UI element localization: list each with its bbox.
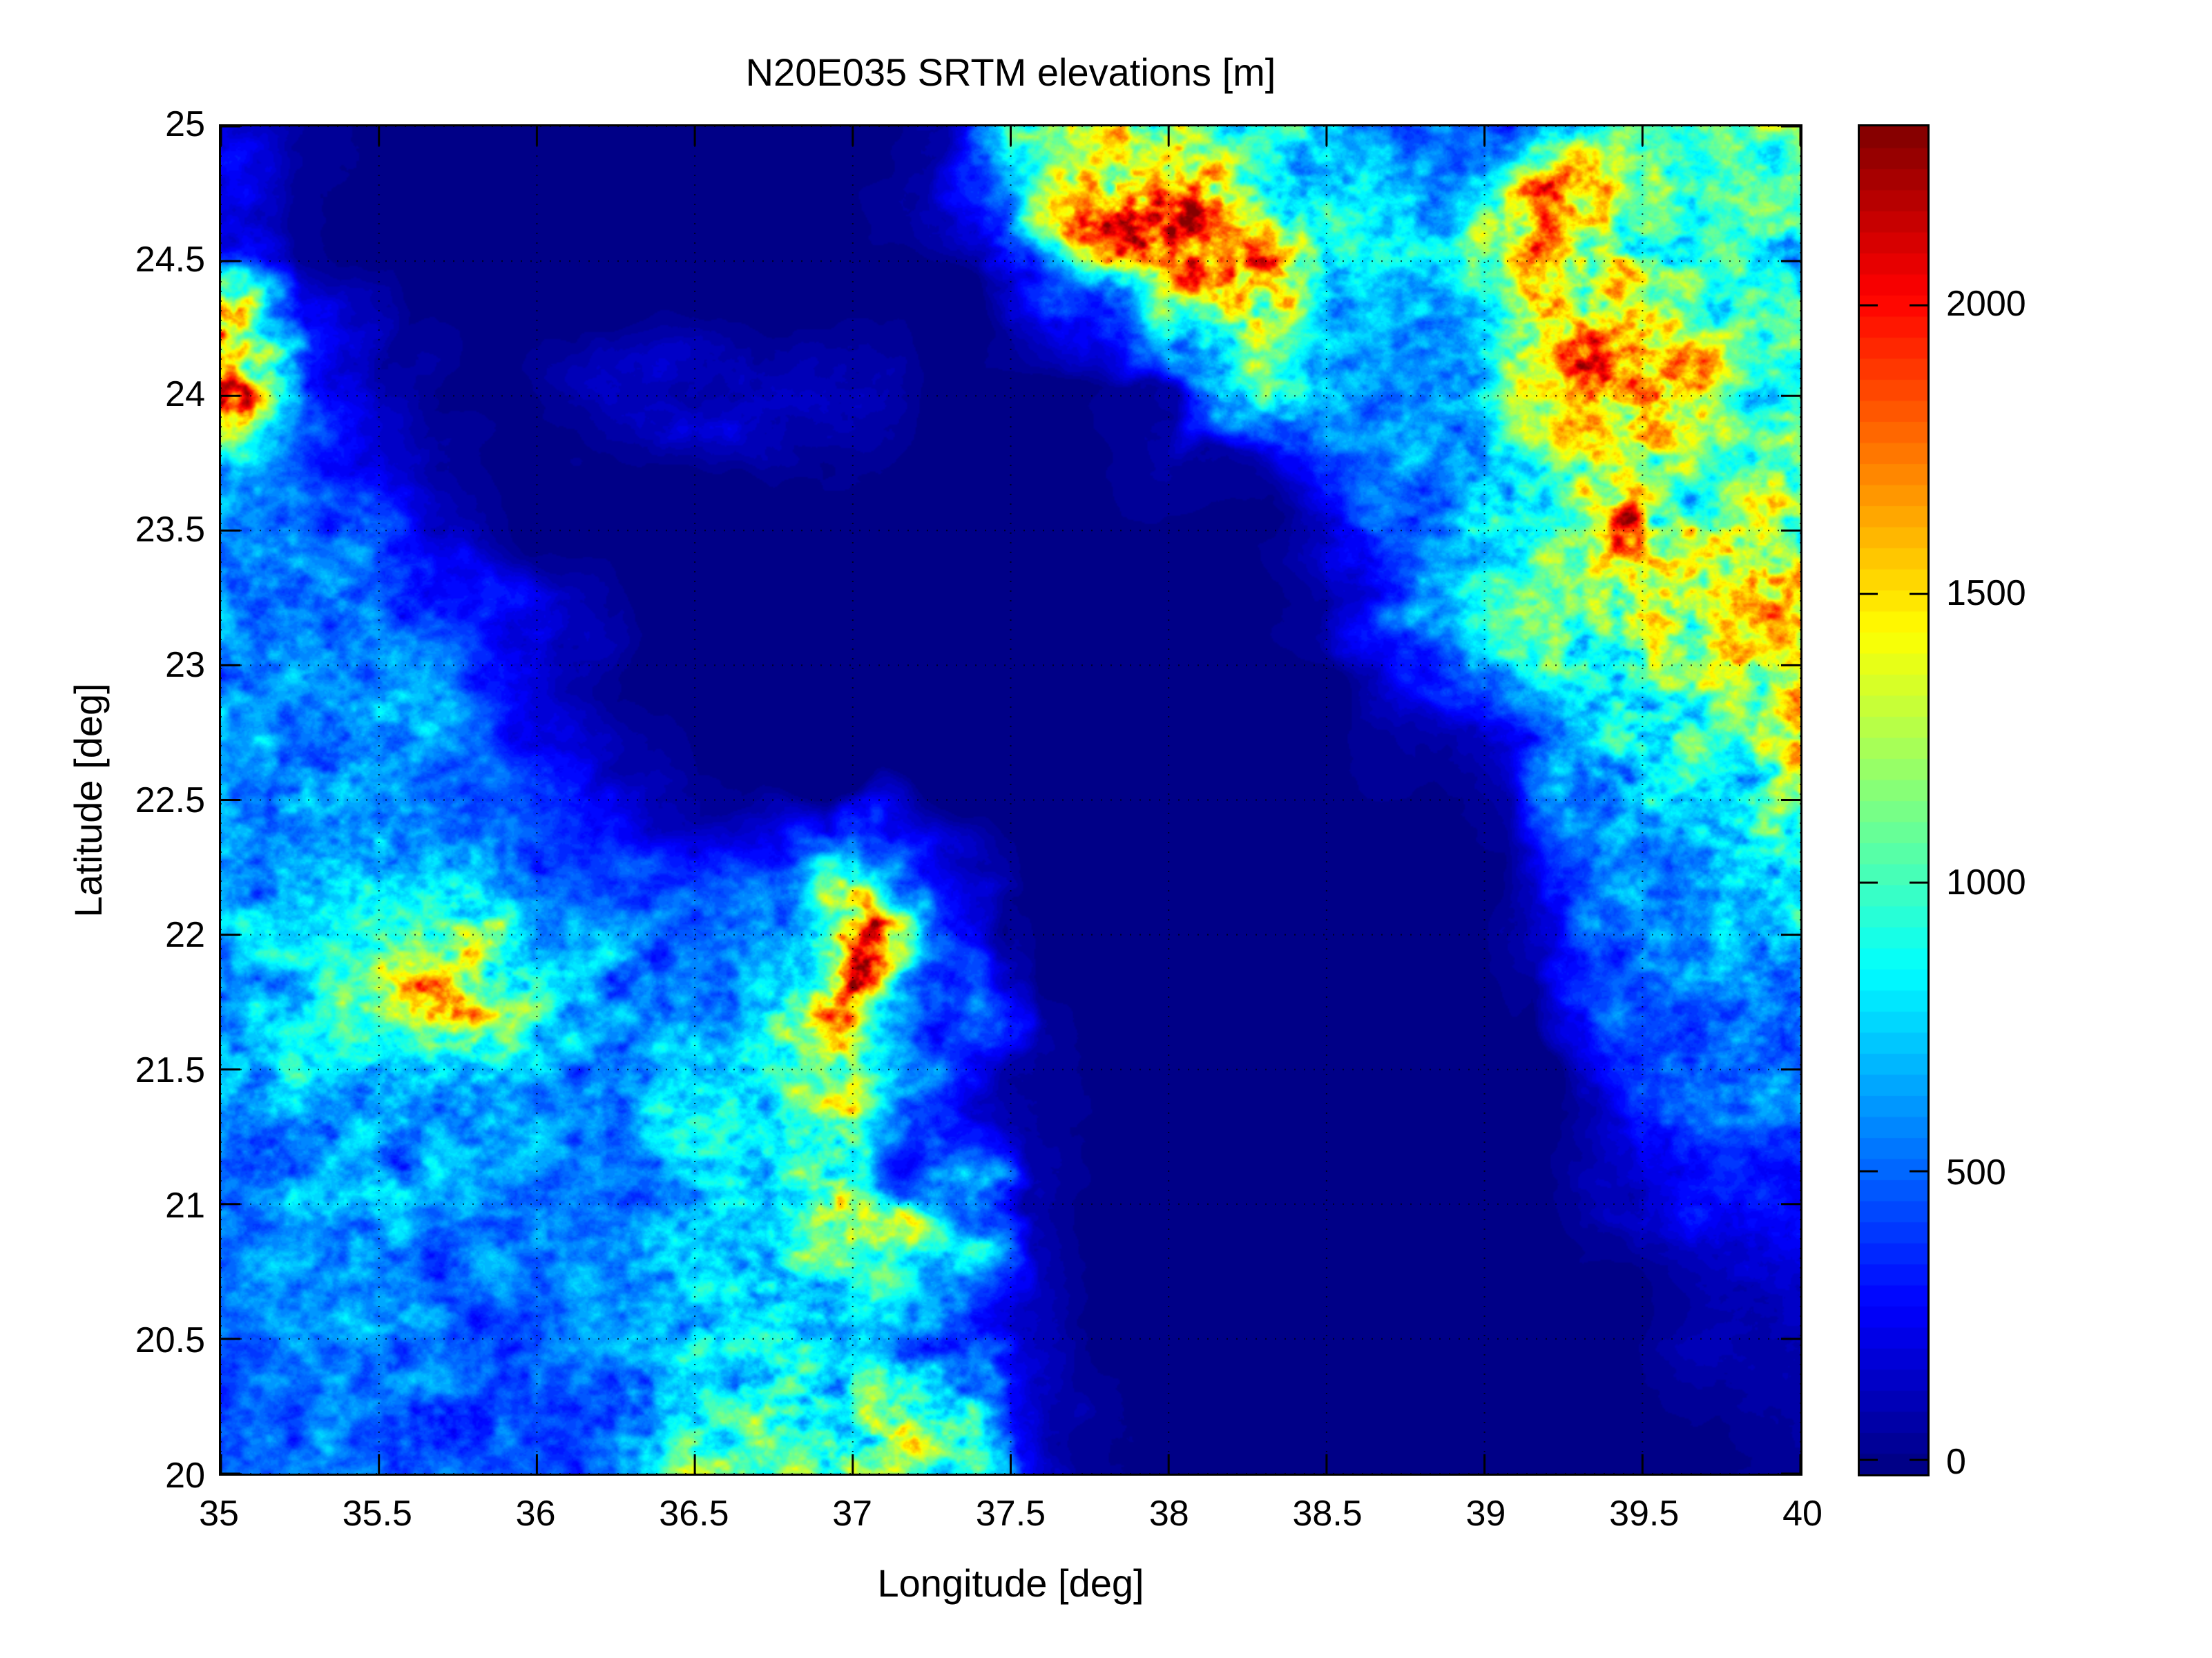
- colorbar: [1858, 124, 1930, 1476]
- x-axis-label: Longitude [deg]: [877, 1561, 1144, 1605]
- y-tick-label: 20.5: [135, 1320, 205, 1361]
- y-tick-label: 23: [165, 644, 205, 685]
- plot-grid-overlay: [221, 126, 1800, 1474]
- y-tick-label: 23.5: [135, 510, 205, 550]
- x-tick-label: 37.5: [975, 1494, 1046, 1534]
- y-tick-label: 22: [165, 915, 205, 956]
- chart-title: N20E035 SRTM elevations [m]: [745, 50, 1276, 94]
- x-tick-label: 39: [1465, 1494, 1506, 1534]
- y-tick-label: 25: [165, 104, 205, 144]
- colorbar-tick-label: 2000: [1946, 283, 2026, 324]
- plot-area: [219, 124, 1802, 1476]
- y-tick-label: 20: [165, 1456, 205, 1496]
- x-tick-label: 38: [1148, 1494, 1189, 1534]
- x-tick-label: 38.5: [1292, 1494, 1363, 1534]
- x-tick-label: 36: [515, 1494, 556, 1534]
- y-tick-label: 22.5: [135, 780, 205, 820]
- colorbar-canvas: [1860, 126, 1927, 1474]
- y-tick-label: 24.5: [135, 239, 205, 280]
- colorbar-tick-overlay: [1860, 304, 1927, 1461]
- y-axis-label: Latitude [deg]: [66, 683, 110, 918]
- y-tick-label: 24: [165, 374, 205, 415]
- y-tick-label: 21.5: [135, 1050, 205, 1090]
- x-tick-label: 35.5: [342, 1494, 412, 1534]
- colorbar-tick-label: 500: [1946, 1152, 2006, 1193]
- colorbar-tick-label: 1500: [1946, 573, 2026, 614]
- x-tick-label: 36.5: [659, 1494, 729, 1534]
- colorbar-tick-label: 1000: [1946, 862, 2026, 903]
- x-tick-label: 35: [199, 1494, 239, 1534]
- x-tick-label: 39.5: [1609, 1494, 1680, 1534]
- x-tick-label: 37: [832, 1494, 873, 1534]
- colorbar-tick-label: 0: [1946, 1442, 1966, 1483]
- x-tick-label: 40: [1782, 1494, 1823, 1534]
- y-tick-label: 21: [165, 1185, 205, 1226]
